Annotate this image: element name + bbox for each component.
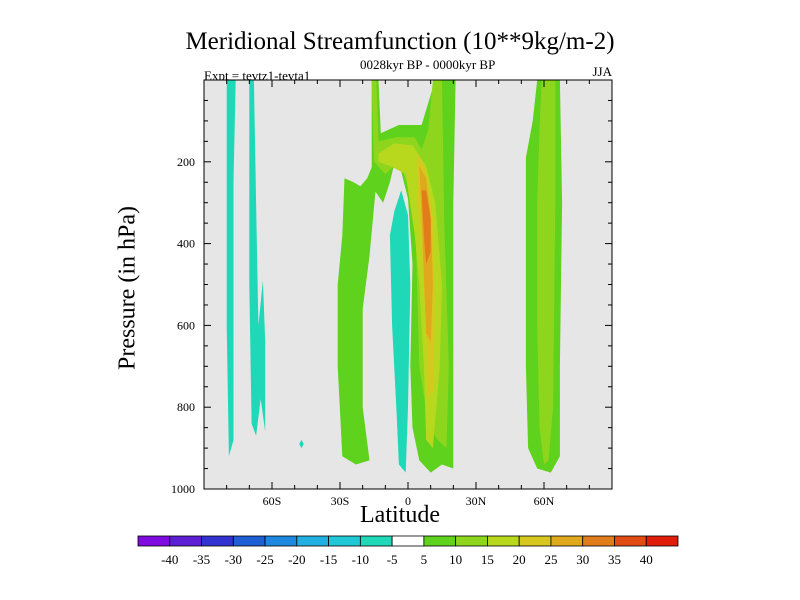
colorbar-swatch <box>296 535 329 547</box>
colorbar-label: -10 <box>352 552 369 567</box>
contour-sh-high-lat-negative <box>226 80 236 457</box>
colorbar-swatch <box>455 535 488 547</box>
contour-small-blob <box>299 439 304 449</box>
contour-sh-midlat-positive <box>337 157 379 465</box>
contour-regions <box>226 80 563 473</box>
colorbar-swatch <box>169 535 202 547</box>
colorbar-label: -15 <box>320 552 337 567</box>
colorbar-label: -20 <box>288 552 305 567</box>
colorbar-swatch <box>645 535 679 547</box>
contour-nh-midlat-10 <box>537 80 556 465</box>
chart-title: Meridional Streamfunction (10**9kg/m-2) <box>185 28 615 55</box>
experiment-label: Expt = tevtz1-tevta1 <box>204 68 311 83</box>
colorbar-swatch <box>423 535 457 547</box>
contour-equatorial-negative <box>389 190 411 473</box>
colorbar-label: 35 <box>608 552 621 567</box>
x-tick-label: 60N <box>534 494 555 508</box>
colorbar-swatch <box>550 535 584 547</box>
colorbar-label: -30 <box>225 552 242 567</box>
colorbar-swatch <box>137 535 171 547</box>
colorbar-swatch <box>232 535 266 547</box>
colorbar-label: 20 <box>513 552 526 567</box>
axis-ticks: 60S 30S 0 30N 60N 200 400 600 800 1000 <box>171 80 612 508</box>
colorbar-swatch <box>391 535 425 547</box>
y-tick-label: 600 <box>177 318 195 332</box>
colorbar-swatch <box>582 535 615 547</box>
colorbar-swatch <box>487 535 520 547</box>
y-tick-label: 200 <box>177 155 195 169</box>
season-label: JJA <box>592 64 612 79</box>
colorbar-label: -25 <box>256 552 273 567</box>
colorbar-swatch <box>328 535 361 547</box>
y-tick-label: 1000 <box>171 482 195 496</box>
y-tick-label: 400 <box>177 237 195 251</box>
colorbar-label: 10 <box>449 552 462 567</box>
time-range-label: 0028kyr BP - 0000kyr BP <box>360 57 496 72</box>
x-tick-label: 0 <box>405 494 411 508</box>
colorbar: -40 -35 -30 -25 -20 -15 -10 -5 5 10 15 20 25 30 35 40 <box>137 535 679 567</box>
colorbar-label: -40 <box>161 552 178 567</box>
y-tick-label: 800 <box>177 400 195 414</box>
colorbar-label: 5 <box>421 552 428 567</box>
colorbar-label: -35 <box>193 552 210 567</box>
colorbar-swatch <box>359 535 393 547</box>
x-axis-label: Latitude <box>360 502 440 528</box>
colorbar-label: -5 <box>387 552 398 567</box>
contour-hadley-30 <box>421 190 431 265</box>
colorbar-label: 15 <box>481 552 494 567</box>
colorbar-swatch <box>201 535 234 547</box>
colorbar-label: 40 <box>640 552 653 567</box>
x-tick-label: 60S <box>263 494 282 508</box>
colorbar-swatch <box>518 535 552 547</box>
colorbar-swatch <box>614 535 647 547</box>
x-tick-label: 30N <box>466 494 487 508</box>
contour-sh-high-lat-negative-2 <box>249 80 266 436</box>
colorbar-swatch <box>264 535 298 547</box>
colorbar-label: 25 <box>544 552 557 567</box>
colorbar-label: 30 <box>576 552 589 567</box>
x-tick-label: 30S <box>331 494 350 508</box>
